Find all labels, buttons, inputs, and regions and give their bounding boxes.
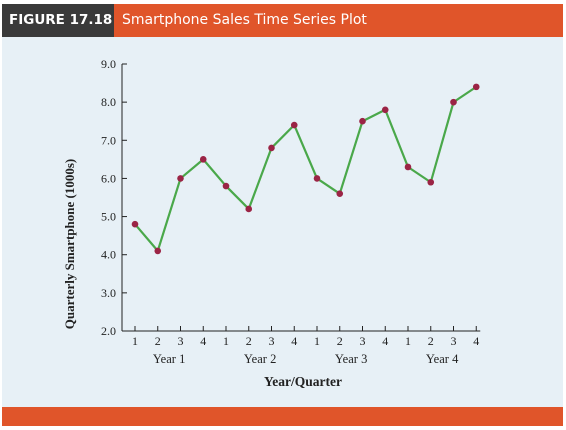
x-tick-label: 3 [360,334,366,348]
x-tick-label: 1 [314,334,320,348]
y-tick-label: 8.0 [101,95,116,109]
x-tick-label: 1 [132,334,138,348]
y-tick-label: 2.0 [101,324,116,338]
x-tick-label: 2 [337,334,343,348]
y-tick-label: 5.0 [101,210,116,224]
data-point [200,156,207,163]
data-point [359,118,366,125]
x-tick-label: 2 [428,334,434,348]
x-tick-label: 3 [269,334,275,348]
x-tick-label: 4 [382,334,388,348]
x-group-label: Year 3 [335,352,367,366]
x-tick-label: 1 [405,334,411,348]
chart-axes [122,64,480,331]
x-group-label: Year 4 [426,352,459,366]
data-point [314,175,321,182]
x-tick-label: 2 [246,334,252,348]
y-tick-label: 4.0 [101,248,116,262]
x-tick-label: 4 [473,334,479,348]
figure-label: FIGURE 17.18 [2,4,114,37]
data-point [473,84,480,91]
y-tick-label: 9.0 [101,57,116,71]
figure-title: Smartphone Sales Time Series Plot [122,4,367,37]
x-tick-label: 1 [223,334,229,348]
data-point [223,183,230,190]
x-tick-label: 4 [200,334,206,348]
x-group-label: Year 1 [153,352,185,366]
x-tick-label: 2 [155,334,161,348]
chart-panel: 2.0 3.0 4.0 5.0 6.0 7.0 8.0 9.0 1 2 3 4 1 2 3 4 1 2 3 4 1 2 3… [2,37,563,407]
data-point [405,164,412,171]
figure-footer-bar [2,407,563,426]
data-point [450,99,457,106]
y-tick-label: 6.0 [101,171,116,185]
x-tick-label: 3 [451,334,457,348]
x-axis-ticks: 1 2 3 4 1 2 3 4 1 2 3 4 1 2 3 4 [132,326,479,348]
data-point [382,106,389,113]
data-point [427,179,434,186]
y-axis-ticks: 2.0 3.0 4.0 5.0 6.0 7.0 8.0 9.0 [101,57,127,338]
x-tick-label: 4 [291,334,297,348]
data-point [245,206,252,213]
x-axis-year-groups: Year 1 Year 2 Year 3 Year 4 [153,352,459,366]
y-axis-label: Quarterly Smartphone (1000s) [62,159,77,329]
x-tick-label: 3 [178,334,184,348]
data-point [336,190,343,197]
data-point [132,221,139,228]
x-axis-label: Year/Quarter [264,374,342,389]
series-line [135,87,476,251]
data-point [291,122,298,129]
line-chart: 2.0 3.0 4.0 5.0 6.0 7.0 8.0 9.0 1 2 3 4 1 2 3 4 1 2 3 4 1 2 3… [2,37,563,407]
data-point [177,175,184,182]
x-group-label: Year 2 [244,352,276,366]
data-point [268,145,275,152]
data-point [154,248,161,255]
data-series [132,84,480,255]
y-tick-label: 7.0 [101,133,116,147]
y-tick-label: 3.0 [101,286,116,300]
